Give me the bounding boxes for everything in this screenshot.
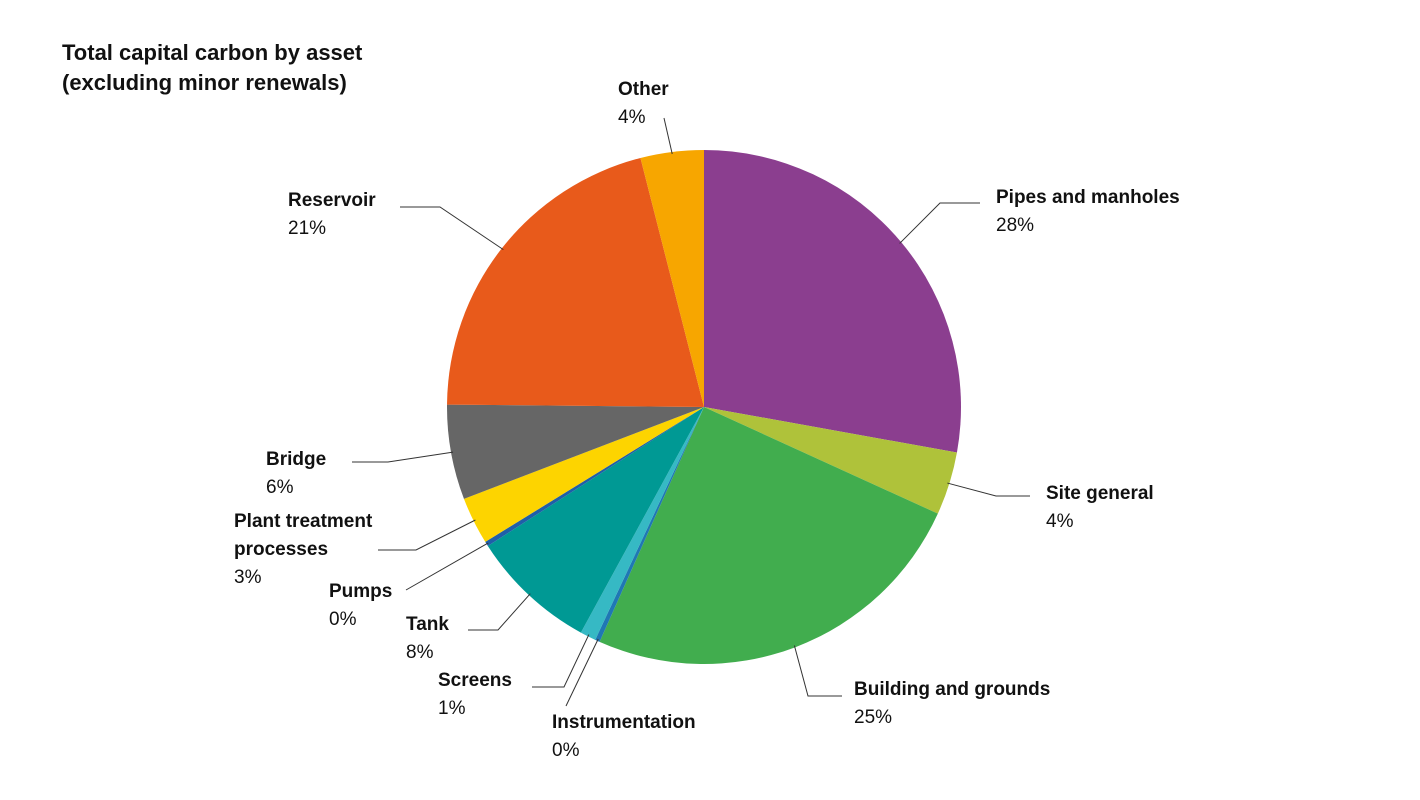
slice-name-label: Site general <box>1046 483 1154 504</box>
leader-line <box>899 202 980 244</box>
slice-name-label: Tank <box>406 614 449 635</box>
pie-slice-bridge <box>447 404 704 499</box>
pie-slice-instrumentation <box>595 407 704 642</box>
slice-name-label: Bridge <box>266 449 326 470</box>
leader-line <box>663 117 673 155</box>
slice-percent-label: 0% <box>329 609 357 630</box>
pie-slice-pipes-and-manholes <box>704 150 961 453</box>
slice-percent-label: 6% <box>266 477 294 498</box>
slice-label: Plant treatment processes 3% <box>234 511 373 588</box>
slice-percent-label: 4% <box>618 107 646 128</box>
slice-name-label: Other <box>618 79 669 100</box>
leader-line <box>405 542 489 591</box>
slice-name-label: Instrumentation <box>552 712 696 733</box>
pie-slice-building-and-grounds <box>599 407 938 665</box>
leader-line <box>352 451 454 463</box>
slice-label: Other 4% <box>618 79 669 128</box>
slice-name-label: Reservoir <box>288 190 376 211</box>
slice-percent-label: 1% <box>438 698 466 719</box>
pie-slice-pumps <box>485 407 704 547</box>
slice-percent-label: 21% <box>288 218 326 239</box>
pie-slice-tank <box>487 407 704 633</box>
slice-percent-label: 8% <box>406 642 434 663</box>
pie-slice-reservoir <box>447 157 704 407</box>
slice-name-label: Building and grounds <box>854 679 1050 700</box>
slice-name-label: Pipes and manholes <box>996 187 1180 208</box>
slice-percent-label: 0% <box>552 740 580 761</box>
leader-line <box>468 593 531 631</box>
leader-line <box>400 206 504 251</box>
slice-percent-label: 28% <box>996 215 1034 236</box>
slice-label: Site general 4% <box>1046 483 1154 532</box>
chart-title-line-2: (excluding minor renewals) <box>62 70 347 95</box>
leader-line <box>532 634 590 688</box>
pie-slice-site-general <box>704 407 957 514</box>
pie-slice-screens <box>580 407 704 640</box>
chart-title: Total capital carbon by asset (excluding… <box>62 38 362 98</box>
leader-line <box>947 482 1030 497</box>
pie-slices <box>447 150 961 665</box>
slice-percent-label: 4% <box>1046 511 1074 532</box>
slice-name-label: processes <box>234 539 328 560</box>
slice-label: Building and grounds 25% <box>854 679 1050 728</box>
pie-slice-other <box>640 150 704 407</box>
slice-name-label: Screens <box>438 670 512 691</box>
slice-percent-label: 3% <box>234 567 262 588</box>
slice-name-label: Pumps <box>329 581 392 602</box>
leader-line <box>378 519 476 551</box>
slice-label: Instrumentation 0% <box>552 712 696 761</box>
slice-label: Screens 1% <box>438 670 512 719</box>
chart-title-line-1: Total capital carbon by asset <box>62 40 363 65</box>
slice-name-label: Plant treatment <box>234 511 373 532</box>
slice-label: Pumps 0% <box>329 581 392 630</box>
slice-label: Reservoir 21% <box>288 190 376 239</box>
slice-label: Bridge 6% <box>266 449 326 498</box>
slice-percent-label: 25% <box>854 707 892 728</box>
slice-label: Pipes and manholes 28% <box>996 187 1180 236</box>
slice-label: Tank 8% <box>406 614 449 663</box>
leader-line <box>565 638 599 707</box>
pie-labels: Pipes and manholes 28% Site general 4% Build… <box>234 79 1180 761</box>
pie-slice-plant-treatment-processes <box>463 407 704 542</box>
leader-line <box>793 645 842 697</box>
